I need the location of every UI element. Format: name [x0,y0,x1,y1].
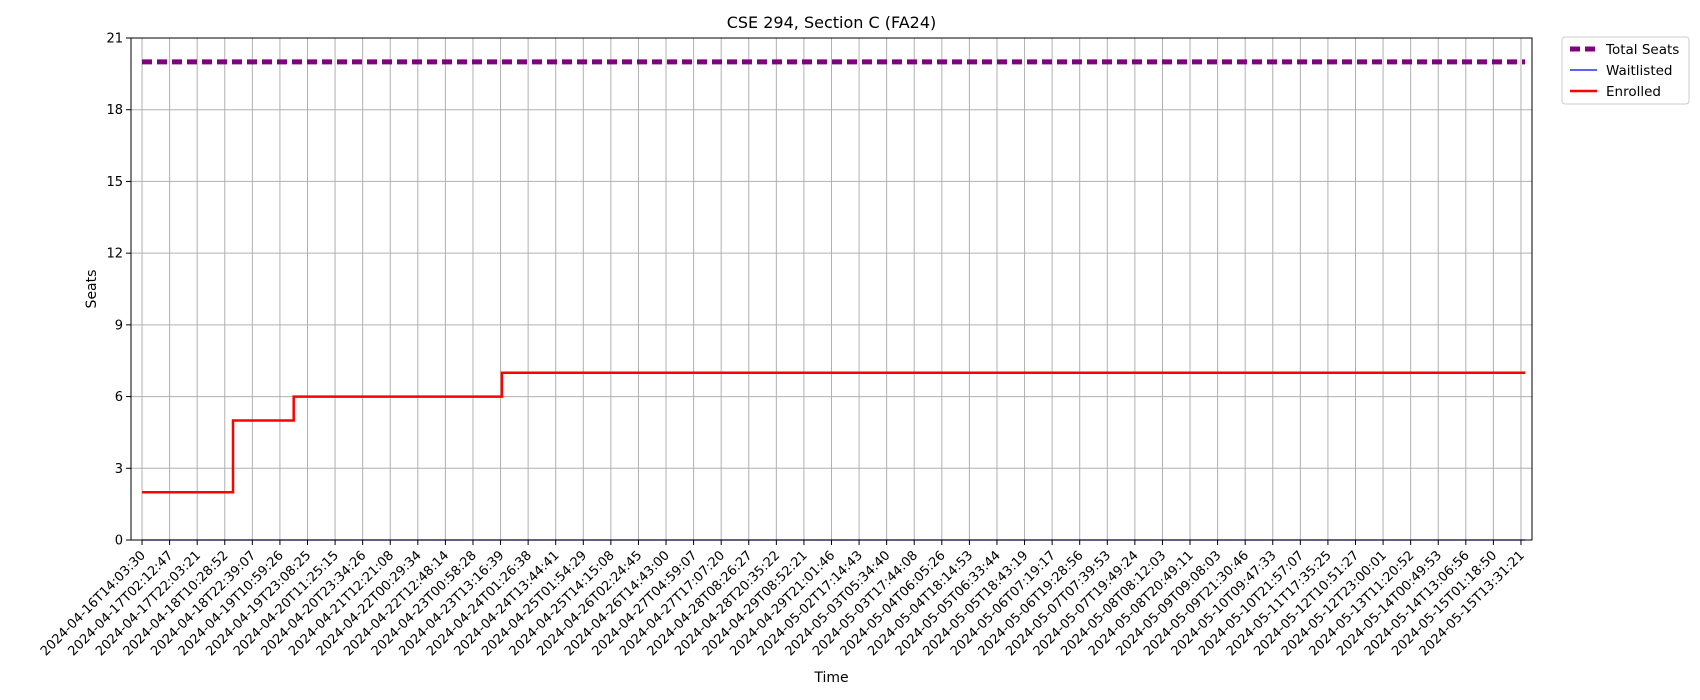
y-tick-label: 0 [115,534,123,549]
legend-box [1561,36,1690,105]
y-axis: 0 3 6 9 12 15 18 21 [106,32,131,549]
y-tick-label: 18 [106,103,123,118]
y-tick-label: 3 [115,462,123,477]
legend: Total Seats Waitlisted Enrolled [1561,36,1690,105]
y-axis-title: Seats [84,270,100,309]
y-tick-label: 12 [106,247,123,262]
legend-label-total-seats: Total Seats [1605,42,1679,58]
y-tick-label: 6 [115,390,123,405]
chart-title: CSE 294, Section C (FA24) [727,13,937,32]
y-tick-label: 21 [106,32,123,47]
x-axis: 2024-04-16T14:03:302024-04-17T02:12:4720… [38,540,1528,659]
enrolled-line [142,371,1526,494]
y-tick-label: 15 [106,175,123,190]
legend-label-enrolled: Enrolled [1606,84,1661,100]
legend-label-waitlisted: Waitlisted [1606,63,1673,79]
x-axis-title: Time [813,670,848,686]
y-tick-label: 9 [115,318,123,333]
